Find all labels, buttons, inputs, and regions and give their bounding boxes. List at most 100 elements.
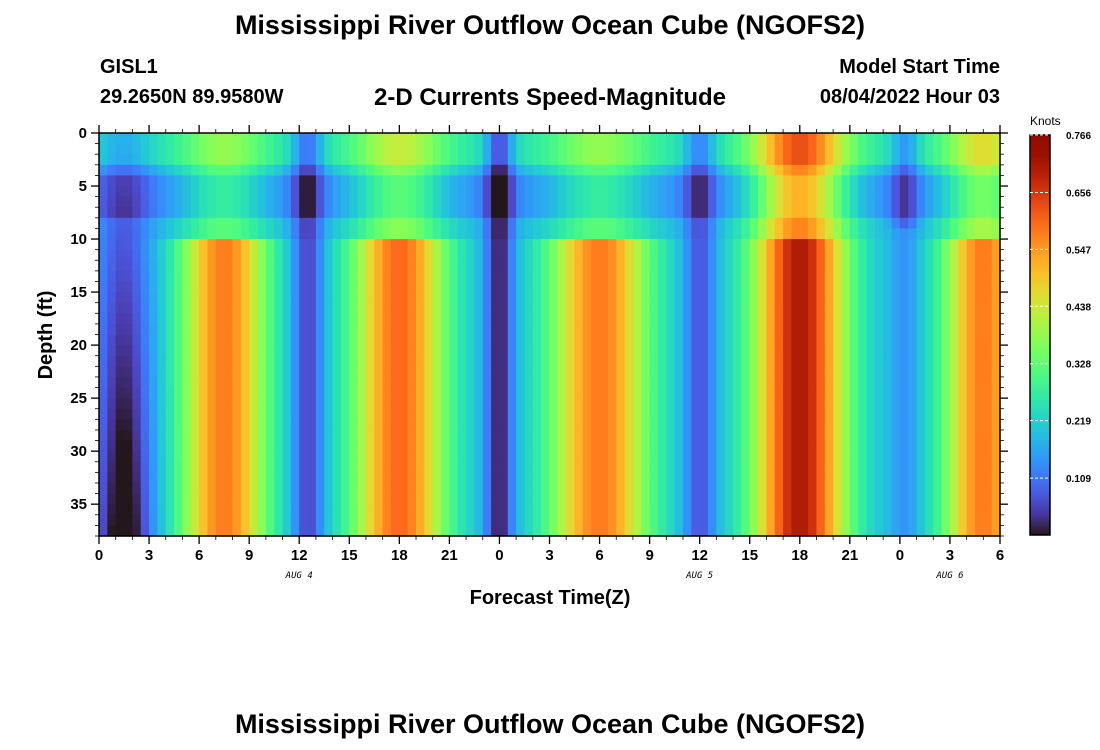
heatmap-cell	[424, 525, 433, 536]
heatmap-cell	[616, 515, 625, 526]
heatmap-cell	[508, 175, 517, 186]
heatmap-cell	[483, 377, 492, 388]
heatmap-cell	[691, 430, 700, 441]
heatmap-cell	[132, 271, 141, 282]
heatmap-cell	[107, 366, 116, 377]
heatmap-cell	[750, 260, 759, 271]
heatmap-cell	[641, 335, 650, 346]
heatmap-cell	[558, 197, 567, 208]
heatmap-cell	[358, 197, 367, 208]
heatmap-cell	[917, 504, 926, 515]
heatmap-cell	[833, 525, 842, 536]
x-tick-label: 6	[996, 547, 1004, 564]
heatmap-cell	[566, 356, 575, 367]
heatmap-cell	[149, 441, 158, 452]
heatmap-cell	[424, 441, 433, 452]
heatmap-cell	[867, 515, 876, 526]
heatmap-cell	[683, 292, 692, 303]
heatmap-cell	[775, 441, 784, 452]
heatmap-cell	[499, 271, 508, 282]
heatmap-cell	[157, 271, 166, 282]
heatmap-cell	[658, 366, 667, 377]
heatmap-cell	[700, 525, 709, 536]
heatmap-cell	[132, 430, 141, 441]
heatmap-cell	[608, 409, 617, 420]
heatmap-cell	[867, 472, 876, 483]
heatmap-cell	[600, 483, 609, 494]
heatmap-cell	[641, 356, 650, 367]
heatmap-cell	[341, 419, 350, 430]
heatmap-cell	[274, 197, 283, 208]
heatmap-cell	[808, 451, 817, 462]
heatmap-cell	[917, 409, 926, 420]
heatmap-cell	[766, 260, 775, 271]
heatmap-cell	[191, 335, 200, 346]
heatmap-cell	[883, 218, 892, 229]
heatmap-cell	[741, 144, 750, 155]
heatmap-cell	[675, 228, 684, 239]
heatmap-cell	[900, 409, 909, 420]
heatmap-cell	[374, 197, 383, 208]
heatmap-cell	[691, 271, 700, 282]
heatmap-cell	[958, 165, 967, 176]
heatmap-cell	[157, 462, 166, 473]
heatmap-cell	[900, 228, 909, 239]
heatmap-cell	[408, 462, 417, 473]
heatmap-cell	[650, 398, 659, 409]
heatmap-cell	[917, 292, 926, 303]
heatmap-cell	[600, 525, 609, 536]
heatmap-cell	[641, 451, 650, 462]
heatmap-cell	[841, 165, 850, 176]
heatmap-cell	[533, 207, 542, 218]
heatmap-cell	[858, 324, 867, 335]
heatmap-cell	[266, 472, 275, 483]
heatmap-cell	[383, 250, 392, 261]
heatmap-cell	[508, 377, 517, 388]
heatmap-cell	[933, 345, 942, 356]
heatmap-cell	[917, 271, 926, 282]
heatmap-cell	[983, 398, 992, 409]
heatmap-cell	[808, 335, 817, 346]
heatmap-cell	[316, 281, 325, 292]
heatmap-cell	[466, 345, 475, 356]
heatmap-cell	[408, 324, 417, 335]
heatmap-cell	[449, 281, 458, 292]
heatmap-cell	[466, 313, 475, 324]
heatmap-cell	[441, 197, 450, 208]
heatmap-cell	[808, 377, 817, 388]
heatmap-cell	[908, 483, 917, 494]
heatmap-cell	[499, 239, 508, 250]
heatmap-cell	[199, 430, 208, 441]
heatmap-cell	[166, 197, 175, 208]
heatmap-cell	[383, 186, 392, 197]
heatmap-cell	[917, 197, 926, 208]
heatmap-cell	[633, 218, 642, 229]
heatmap-cell	[324, 356, 333, 367]
heatmap-cell	[474, 239, 483, 250]
heatmap-cell	[416, 366, 425, 377]
heatmap-cell	[808, 515, 817, 526]
heatmap-cell	[299, 197, 308, 208]
heatmap-cell	[199, 281, 208, 292]
heatmap-cell	[441, 345, 450, 356]
heatmap-cell	[850, 281, 859, 292]
heatmap-cell	[958, 175, 967, 186]
heatmap-cell	[374, 377, 383, 388]
heatmap-cell	[258, 494, 267, 505]
heatmap-cell	[299, 228, 308, 239]
heatmap-cell	[900, 366, 909, 377]
heatmap-cell	[474, 451, 483, 462]
heatmap-cell	[508, 281, 517, 292]
heatmap-cell	[349, 239, 358, 250]
heatmap-cell	[533, 409, 542, 420]
heatmap-cell	[691, 281, 700, 292]
heatmap-cell	[883, 515, 892, 526]
heatmap-cell	[741, 483, 750, 494]
heatmap-cell	[883, 356, 892, 367]
heatmap-cell	[516, 133, 525, 144]
heatmap-cell	[241, 366, 250, 377]
heatmap-cell	[825, 154, 834, 165]
heatmap-cell	[283, 398, 292, 409]
heatmap-cell	[449, 133, 458, 144]
heatmap-cell	[474, 504, 483, 515]
